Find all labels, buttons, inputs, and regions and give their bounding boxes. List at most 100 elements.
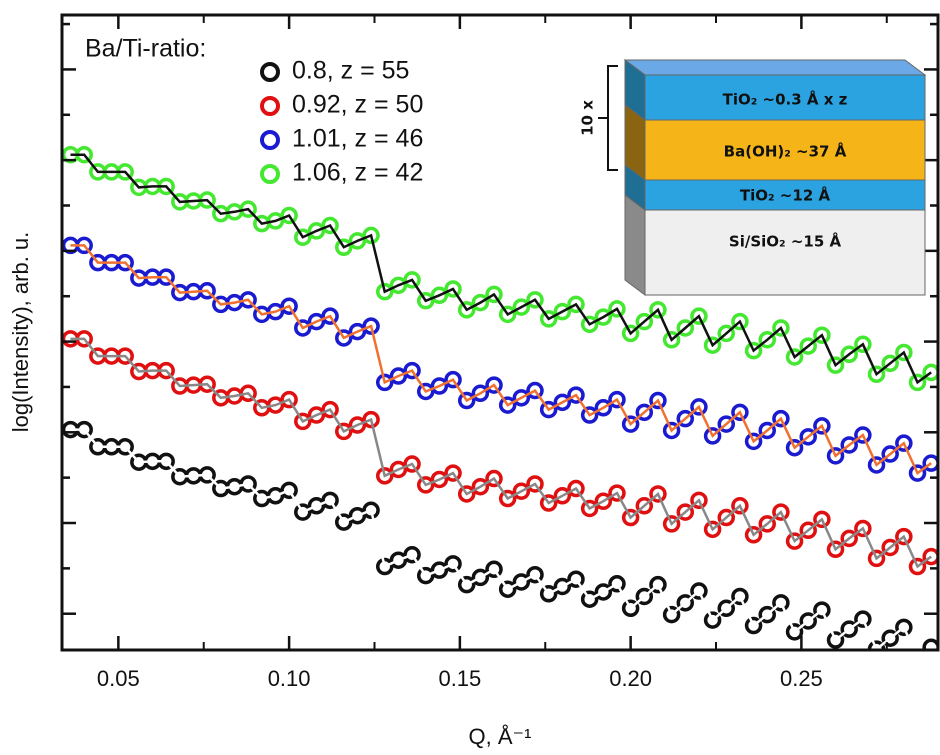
data-point — [362, 501, 380, 520]
data-point — [567, 386, 585, 404]
inset-side — [624, 194, 646, 296]
data-point — [321, 491, 339, 510]
data-point — [662, 515, 681, 533]
data-point — [731, 403, 749, 422]
data-point — [881, 445, 899, 463]
data-point — [785, 623, 804, 641]
data-point — [662, 421, 681, 440]
fit-line — [70, 244, 932, 476]
data-point — [526, 291, 544, 309]
inset-layer — [644, 74, 926, 121]
data-point — [690, 491, 708, 510]
data-point — [580, 499, 599, 518]
data-point — [512, 482, 531, 500]
data-point — [649, 485, 667, 503]
data-point — [471, 293, 490, 312]
data-point — [717, 324, 736, 343]
data-point — [649, 575, 667, 594]
data-point — [867, 549, 886, 568]
inset-label: Si/SiO₂ ~15 Å — [729, 232, 842, 251]
data-point — [567, 570, 585, 588]
data-point — [498, 489, 517, 508]
data-point — [731, 497, 749, 515]
inset-label: TiO₂ ~0.3 Å x z — [723, 90, 848, 109]
data-point — [908, 464, 927, 482]
data-point — [512, 573, 531, 591]
legend-marker — [260, 164, 280, 184]
data-point — [758, 421, 776, 440]
data-point — [717, 508, 736, 527]
data-point — [239, 200, 257, 218]
data-point — [922, 638, 938, 650]
data-point — [908, 373, 927, 392]
data-point — [457, 485, 476, 503]
data-point — [457, 301, 476, 319]
data-point — [403, 361, 421, 380]
data-point — [539, 494, 558, 512]
data-point — [375, 467, 394, 485]
x-tick-label: 0.05 — [97, 666, 140, 691]
data-point — [908, 557, 927, 576]
data-point — [690, 307, 708, 325]
y-axis-label: log(Intensity), arb. u. — [8, 232, 33, 433]
data-point — [826, 540, 845, 559]
data-point — [881, 629, 899, 647]
data-point — [444, 370, 462, 389]
data-point — [335, 513, 353, 531]
data-point — [867, 456, 886, 474]
data-point — [799, 521, 817, 540]
data-point — [854, 426, 872, 444]
data-point — [785, 348, 804, 366]
x-tick-label: 0.15 — [438, 666, 481, 691]
data-point — [239, 475, 257, 493]
data-point — [567, 295, 585, 314]
data-point — [512, 298, 531, 316]
data-point — [375, 282, 394, 301]
data-point — [280, 206, 298, 225]
data-point — [840, 345, 858, 364]
data-point — [239, 291, 257, 309]
data-point — [294, 503, 312, 521]
inset-layer — [644, 209, 926, 296]
data-point — [895, 343, 913, 362]
data-point — [758, 331, 776, 349]
legend-marker — [260, 96, 280, 116]
data-point — [526, 565, 544, 584]
data-point — [526, 381, 544, 400]
data-point — [895, 527, 913, 546]
data-point — [758, 515, 776, 533]
data-point — [457, 391, 476, 410]
plot-frame — [60, 13, 940, 652]
data-point — [280, 481, 298, 500]
data-point — [335, 422, 353, 441]
data-point — [485, 469, 503, 488]
data-point — [744, 341, 763, 360]
data-point — [854, 610, 872, 628]
data-point — [335, 238, 353, 256]
data-point — [294, 412, 312, 431]
data-point — [717, 599, 736, 618]
data-point — [553, 487, 572, 505]
data-point — [772, 319, 790, 337]
inset-label: Ba(OH)₂ ~37 Å — [724, 142, 847, 161]
data-point — [731, 587, 749, 606]
data-point — [826, 447, 845, 465]
repeat-bracket — [598, 65, 618, 171]
inset-top — [623, 59, 927, 76]
data-point — [717, 415, 736, 433]
data-point — [539, 310, 558, 328]
data-point — [430, 470, 449, 489]
x-tick-label: 0.20 — [609, 666, 652, 691]
data-point — [799, 428, 817, 446]
repeat-label: 10 x — [579, 100, 597, 136]
data-point — [594, 308, 613, 326]
data-point — [840, 436, 858, 454]
data-point — [335, 329, 353, 347]
data-point — [553, 393, 572, 412]
data-point — [444, 555, 462, 573]
data-point — [799, 337, 817, 355]
data-point — [772, 594, 790, 612]
data-point — [553, 302, 572, 321]
data-point — [690, 398, 708, 416]
data-point — [594, 583, 613, 601]
